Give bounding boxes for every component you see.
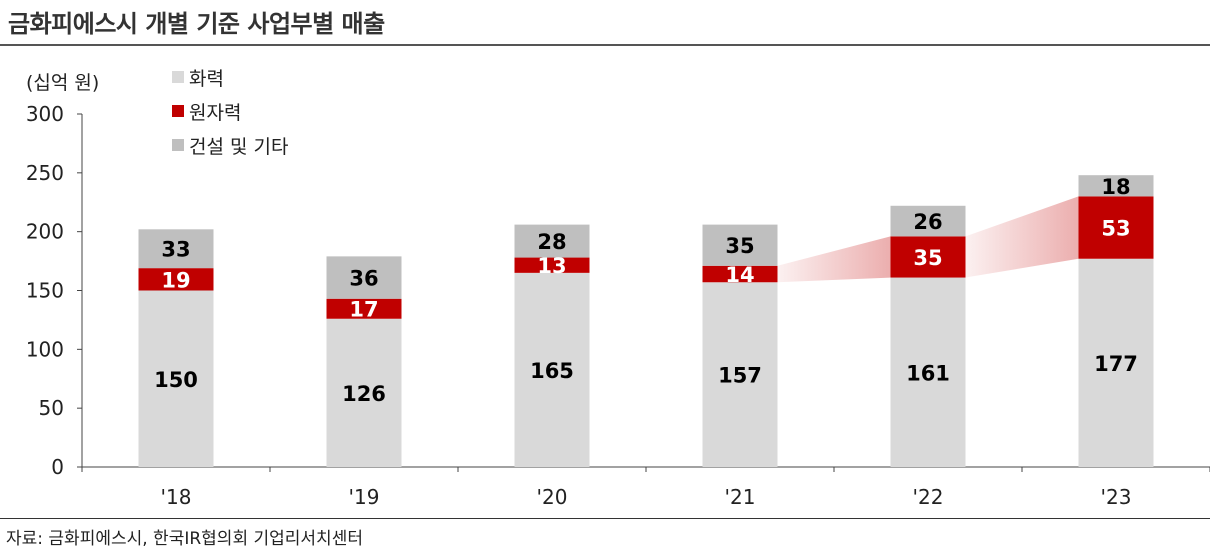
data-label: 161 (906, 361, 950, 385)
legend-label-thermal: 화력 (189, 67, 224, 90)
y-tick-label: 0 (51, 455, 64, 479)
legend-item-nuclear: 원자력 (172, 94, 288, 128)
title-divider (0, 44, 1210, 46)
y-tick-label: 200 (26, 220, 64, 244)
bar-segment (1078, 196, 1154, 259)
x-tick-label: '18 (161, 485, 192, 509)
bar-segment (702, 282, 778, 467)
x-tick-label: '19 (349, 485, 380, 509)
bar-segment (326, 298, 402, 319)
data-label: 35 (725, 234, 754, 258)
data-label: 126 (342, 382, 386, 406)
data-label: 53 (1101, 217, 1130, 241)
data-label: 33 (161, 238, 190, 262)
y-tick-label: 250 (26, 161, 64, 185)
y-tick-label: 50 (39, 396, 64, 420)
data-label: 177 (1094, 352, 1138, 376)
data-label: 35 (913, 246, 942, 270)
data-label: 17 (349, 298, 378, 322)
nuclear-growth-highlight (777, 236, 891, 283)
chart-legend: 화력 원자력 건설 및 기타 (172, 60, 288, 162)
bar-segment (702, 265, 778, 283)
bar-segment (514, 272, 590, 467)
data-label: 165 (530, 359, 574, 383)
data-label: 157 (718, 364, 762, 388)
y-tick-label: 300 (26, 102, 64, 126)
data-label: 19 (161, 268, 190, 292)
x-tick-label: '22 (913, 485, 944, 509)
x-tick-label: '23 (1101, 485, 1132, 509)
nuclear-growth-highlight (965, 196, 1079, 278)
y-axis-unit-label: (십억 원) (26, 72, 100, 94)
bar-segment (138, 268, 214, 291)
legend-item-thermal: 화력 (172, 60, 288, 94)
bar-segment (890, 277, 966, 467)
source-note: 자료: 금화피에스시, 한국IR협의회 기업리서치센터 (6, 529, 363, 549)
data-label: 18 (1101, 175, 1130, 199)
x-tick-label: '20 (537, 485, 568, 509)
y-tick-label: 100 (26, 337, 64, 361)
data-label: 150 (154, 368, 198, 392)
bar-segment (138, 290, 214, 467)
bar-segment (1078, 258, 1154, 467)
page-title: 금화피에스시 개별 기준 사업부별 매출 (8, 10, 385, 38)
bar-segment (702, 224, 778, 266)
data-label: 14 (725, 263, 754, 287)
bar-segment (138, 229, 214, 269)
bar-segment (514, 257, 590, 273)
legend-swatch-nuclear (172, 105, 184, 117)
data-label: 26 (913, 210, 942, 234)
stacked-bar-chart: 0 50 100 150 200 250 300 '18 '19 '20 '21 '22 '23 150… (26, 102, 1210, 509)
bar-segment (326, 256, 402, 299)
bar-segment (890, 205, 966, 237)
legend-swatch-thermal (172, 71, 184, 83)
bar-segment (890, 236, 966, 278)
legend-swatch-construction (172, 139, 184, 151)
bar-segment (326, 318, 402, 467)
legend-item-construction: 건설 및 기타 (172, 128, 288, 162)
footer-divider (0, 518, 1210, 519)
data-label: 13 (537, 254, 566, 278)
data-label: 36 (349, 267, 378, 291)
x-tick-label: '21 (725, 485, 756, 509)
bar-segment (514, 224, 590, 258)
legend-label-nuclear: 원자력 (189, 101, 242, 124)
legend-label-construction: 건설 및 기타 (189, 135, 289, 158)
data-label: 28 (537, 230, 566, 254)
y-tick-label: 150 (26, 279, 64, 303)
bar-segment (1078, 175, 1154, 197)
